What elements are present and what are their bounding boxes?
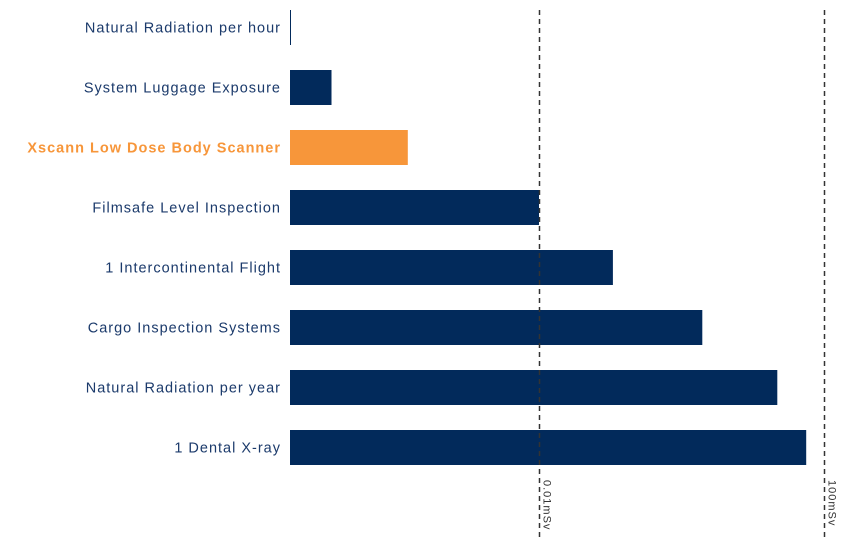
category-label: 1 Intercontinental Flight [105, 261, 281, 277]
reference-line-label: 100mSv [826, 480, 838, 526]
bar [290, 250, 613, 285]
bar [290, 190, 539, 225]
category-label: Natural Radiation per year [86, 381, 281, 397]
category-label: System Luggage Exposure [84, 81, 281, 97]
bar [290, 370, 778, 405]
bar [290, 430, 807, 465]
category-label: Natural Radiation per hour [85, 21, 281, 37]
category-label: 1 Dental X-ray [174, 441, 281, 457]
reference-line-label: 0.01mSv [541, 480, 553, 530]
bar [290, 10, 291, 45]
bar [290, 310, 703, 345]
category-label: Filmsafe Level Inspection [92, 201, 281, 217]
bar-highlight [290, 130, 408, 165]
category-label: Cargo Inspection Systems [88, 321, 281, 337]
category-label: Xscann Low Dose Body Scanner [27, 141, 281, 157]
bar [290, 70, 332, 105]
